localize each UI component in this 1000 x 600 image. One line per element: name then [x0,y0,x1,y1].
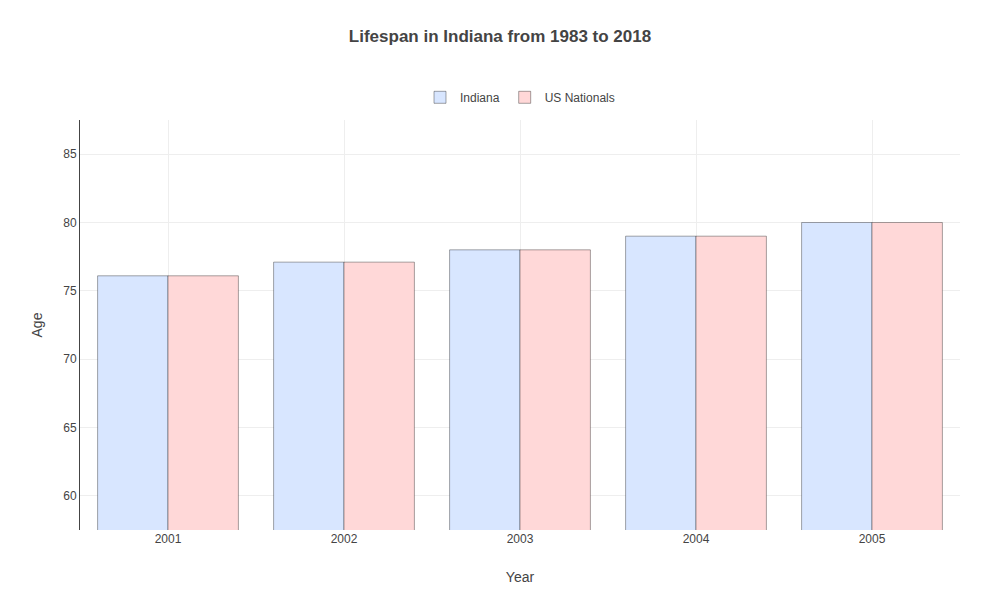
svg-text:Lifespan in Indiana from 1983: Lifespan in Indiana from 1983 to 2018 [349,27,651,46]
svg-text:Indiana: Indiana [460,91,500,105]
svg-text:Year: Year [506,569,535,585]
svg-text:80: 80 [63,216,77,230]
svg-text:65: 65 [63,421,77,435]
svg-text:US Nationals: US Nationals [545,91,615,105]
svg-text:2004: 2004 [683,532,710,546]
svg-text:2001: 2001 [155,532,182,546]
svg-text:2005: 2005 [859,532,886,546]
svg-text:2002: 2002 [331,532,358,546]
svg-text:85: 85 [63,147,77,161]
svg-text:2003: 2003 [507,532,534,546]
svg-text:60: 60 [63,489,77,503]
svg-text:Age: Age [29,312,45,337]
svg-text:75: 75 [63,284,77,298]
svg-text:70: 70 [63,352,77,366]
